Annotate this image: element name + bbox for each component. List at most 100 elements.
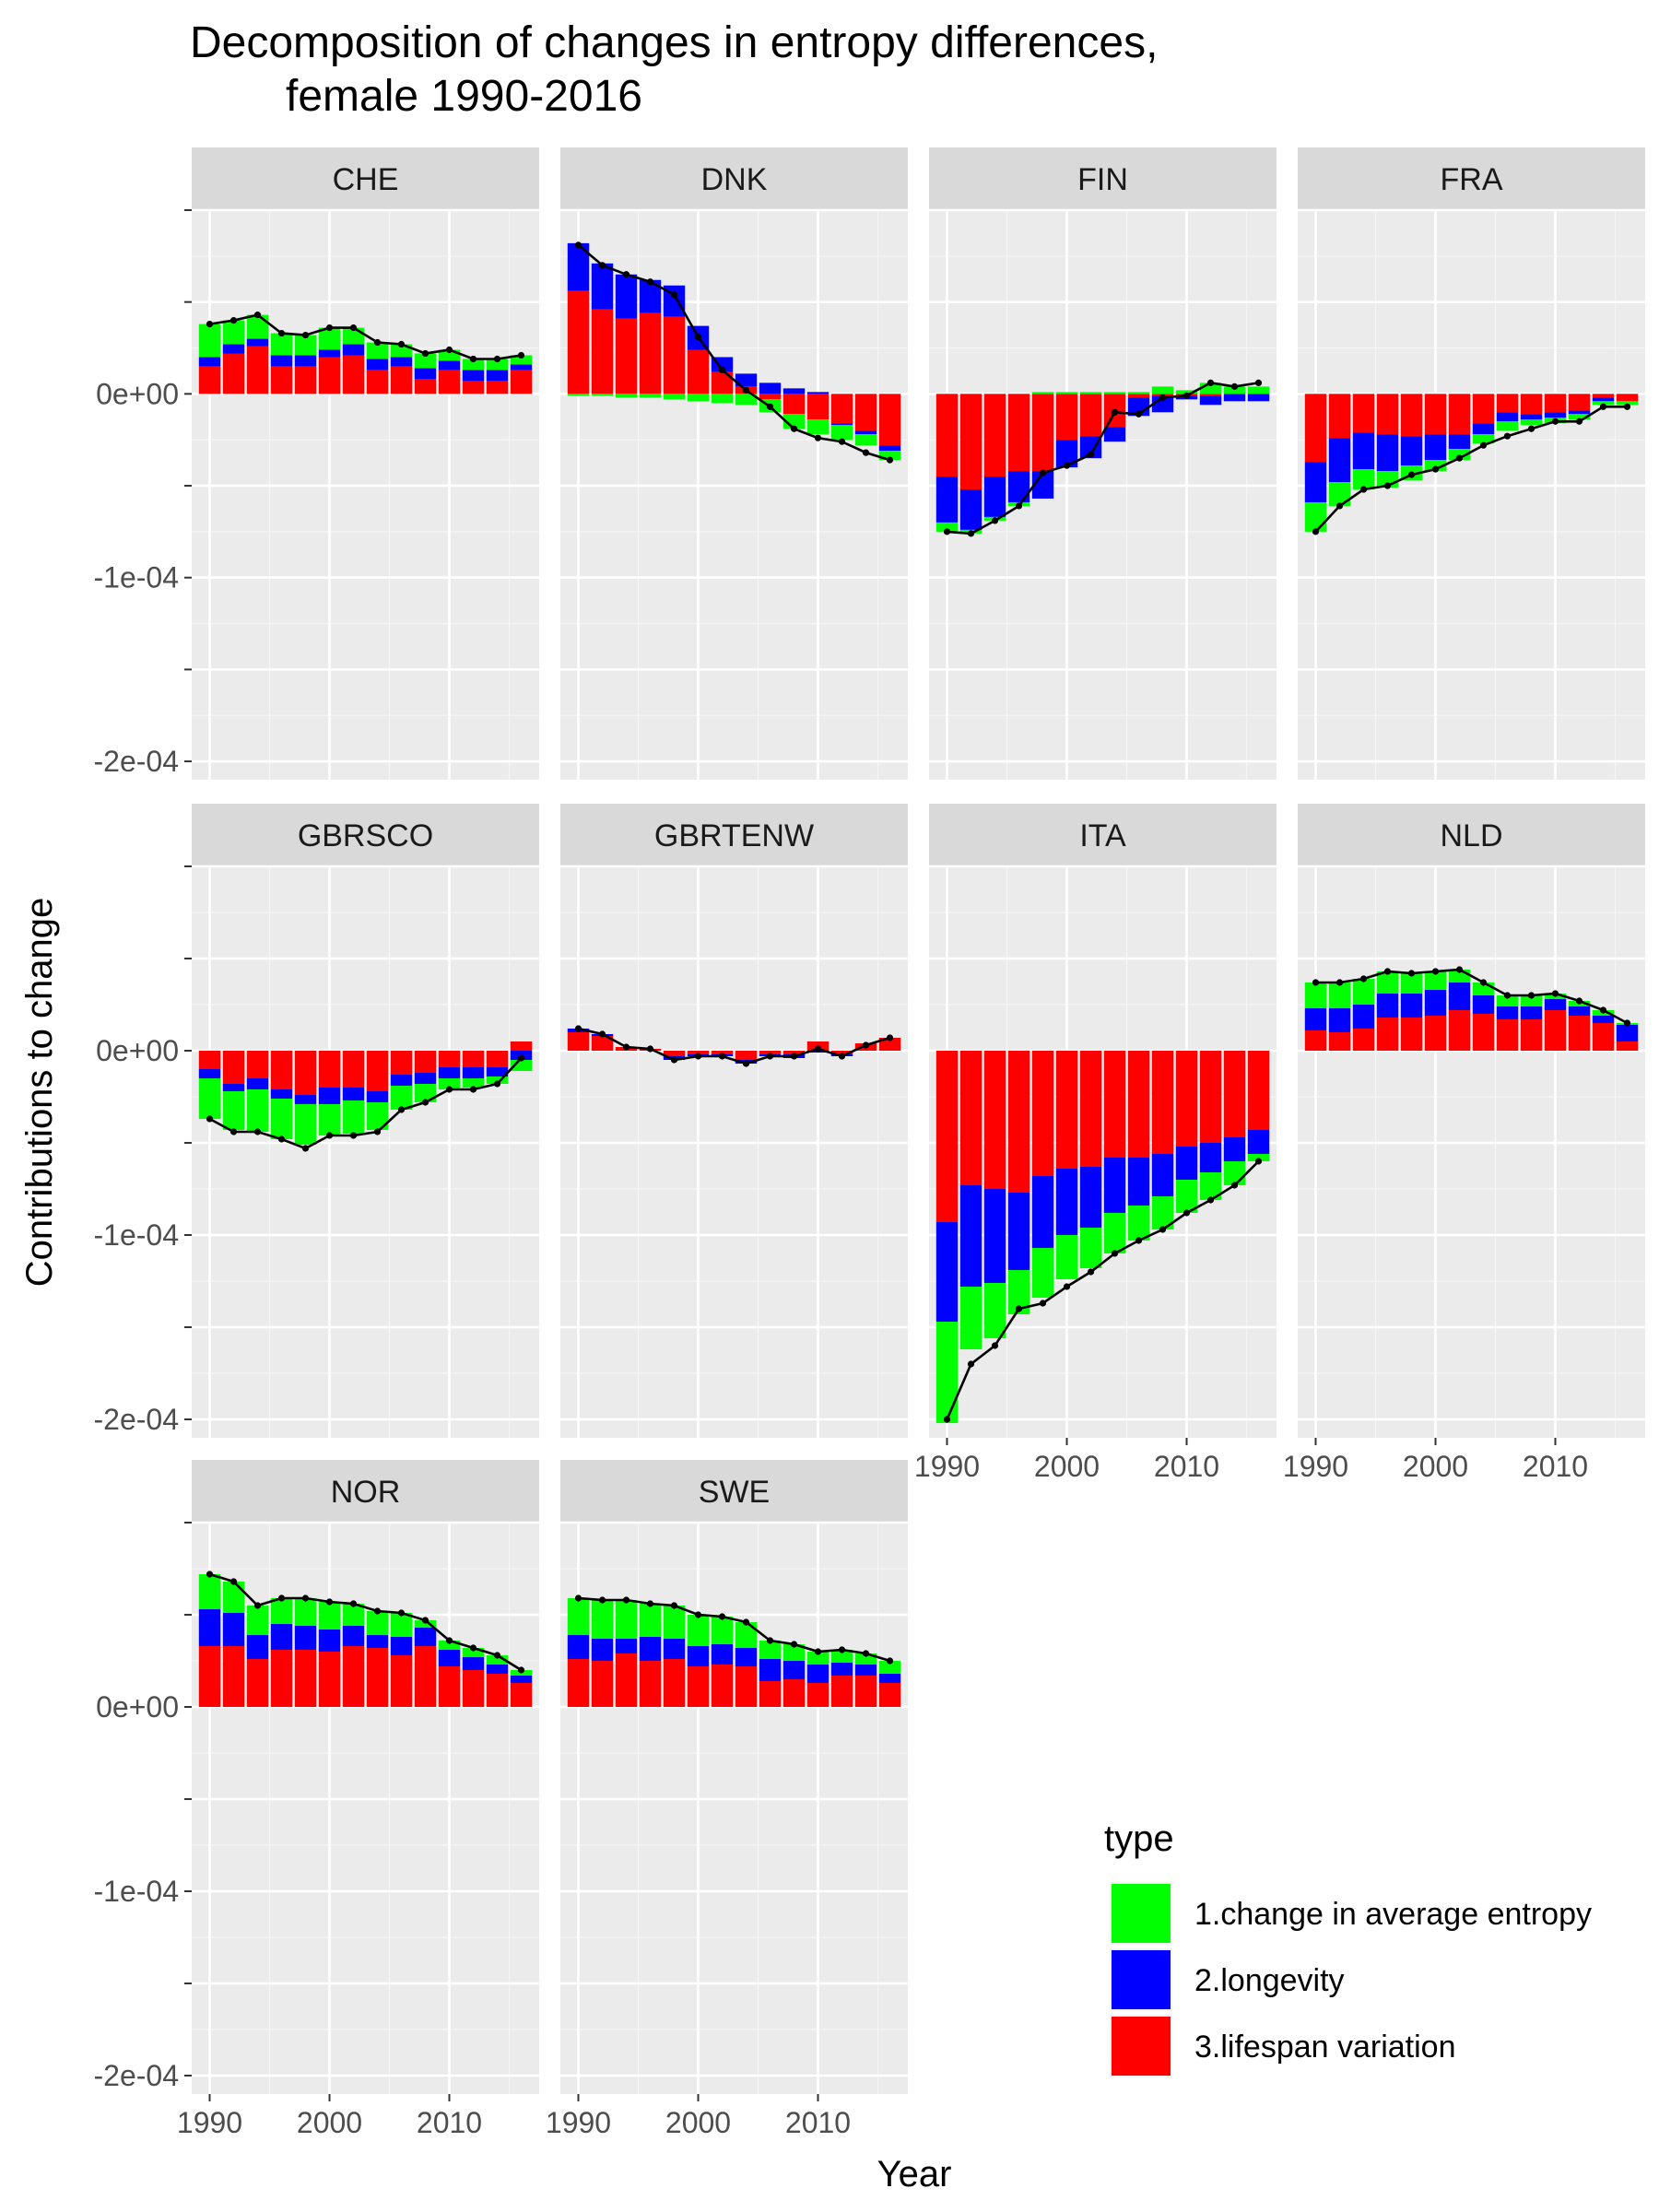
bar-lifespan-variation bbox=[1328, 1032, 1351, 1051]
bar-avg-entropy bbox=[1520, 995, 1543, 1006]
total-point bbox=[493, 1652, 501, 1659]
total-point bbox=[670, 1602, 678, 1609]
bar-longevity bbox=[878, 445, 901, 452]
total-point bbox=[838, 1053, 846, 1060]
total-point bbox=[1230, 382, 1239, 390]
bar-lifespan-variation bbox=[687, 1051, 710, 1054]
total-point bbox=[1206, 379, 1215, 386]
total-line bbox=[946, 1160, 1260, 1420]
bar-avg-entropy bbox=[270, 333, 293, 356]
bar-lifespan-variation bbox=[854, 1676, 877, 1707]
bar-longevity bbox=[735, 373, 758, 387]
total-point bbox=[1254, 1158, 1263, 1165]
bar-avg-entropy bbox=[1352, 979, 1375, 1005]
bar-lifespan-variation bbox=[878, 1683, 901, 1707]
bar-longevity bbox=[639, 1637, 662, 1661]
total-point bbox=[206, 1571, 214, 1578]
x-tick-label: 2010 bbox=[417, 2106, 482, 2139]
bar-avg-entropy bbox=[1424, 971, 1447, 990]
bar-longevity bbox=[486, 370, 509, 382]
bar-avg-entropy bbox=[198, 324, 221, 358]
bar-lifespan-variation bbox=[1127, 1051, 1150, 1158]
bar-avg-entropy bbox=[414, 353, 437, 369]
bar-longevity bbox=[1007, 1193, 1030, 1270]
bar-longevity bbox=[1328, 1008, 1351, 1032]
x-tick-label: 2000 bbox=[297, 2106, 362, 2139]
total-point bbox=[1039, 1300, 1047, 1307]
bar-longevity bbox=[462, 370, 485, 382]
bar-lifespan-variation bbox=[1031, 1051, 1054, 1176]
panel-che: CHE 0e+00 -1e-04 -2e-04 bbox=[94, 147, 539, 780]
legend: type 1.change in average entropy 2.longev… bbox=[1104, 1818, 1592, 2077]
bar-longevity bbox=[366, 1091, 389, 1102]
bar-lifespan-variation bbox=[935, 1051, 959, 1222]
bar-lifespan-variation bbox=[486, 381, 509, 394]
total-point bbox=[421, 1617, 429, 1624]
bar-longevity bbox=[342, 344, 365, 356]
total-point bbox=[1111, 1250, 1119, 1257]
bar-avg-entropy bbox=[830, 1650, 853, 1663]
total-point bbox=[1182, 392, 1191, 399]
bar-avg-entropy bbox=[711, 394, 734, 404]
bar-avg-entropy bbox=[1496, 995, 1519, 1006]
total-point bbox=[598, 1596, 606, 1604]
bar-longevity bbox=[294, 1095, 317, 1104]
bar-longevity bbox=[1472, 423, 1495, 435]
bar-avg-entropy bbox=[639, 1604, 662, 1637]
total-point bbox=[1015, 502, 1023, 510]
total-line bbox=[578, 1596, 890, 1663]
y-tick-label: 0e+00 bbox=[96, 1034, 179, 1067]
bar-avg-entropy bbox=[318, 1104, 341, 1135]
panel-background bbox=[1298, 866, 1645, 1438]
total-point bbox=[349, 1600, 358, 1607]
total-point bbox=[1599, 403, 1607, 410]
bar-avg-entropy bbox=[1328, 982, 1351, 1008]
total-point bbox=[517, 1666, 525, 1674]
bar-longevity bbox=[935, 477, 959, 523]
total-point bbox=[766, 1053, 774, 1060]
y-tick-label: -1e-04 bbox=[94, 1875, 180, 1908]
bar-longevity bbox=[567, 242, 590, 291]
bar-avg-entropy bbox=[591, 394, 614, 396]
bar-avg-entropy bbox=[567, 1598, 590, 1635]
bar-lifespan-variation bbox=[782, 394, 806, 415]
total-point bbox=[1455, 966, 1464, 973]
bar-lifespan-variation bbox=[246, 346, 269, 394]
bar-longevity bbox=[222, 1613, 245, 1646]
total-point bbox=[493, 1080, 501, 1088]
bar-longevity bbox=[1127, 1158, 1150, 1206]
bar-avg-entropy bbox=[438, 1641, 461, 1650]
bar-longevity bbox=[318, 1088, 341, 1104]
total-point bbox=[670, 291, 678, 299]
bar-lifespan-variation bbox=[510, 370, 533, 394]
strip-label: CHE bbox=[333, 162, 399, 197]
bar-longevity bbox=[1544, 412, 1567, 418]
bar-lifespan-variation bbox=[366, 1648, 389, 1707]
chart-title-line-1: Decomposition of changes in entropy diff… bbox=[190, 18, 1158, 67]
bar-longevity bbox=[438, 1650, 461, 1666]
bar-longevity bbox=[639, 279, 662, 313]
bar-longevity bbox=[759, 1659, 782, 1681]
bar-avg-entropy bbox=[1031, 392, 1054, 394]
bar-lifespan-variation bbox=[1448, 394, 1471, 435]
bar-avg-entropy bbox=[222, 320, 245, 345]
bar-avg-entropy bbox=[1247, 1154, 1270, 1161]
bar-longevity bbox=[1199, 1143, 1222, 1172]
bar-longevity bbox=[1031, 1176, 1054, 1248]
bar-lifespan-variation bbox=[1352, 394, 1375, 433]
total-line bbox=[209, 313, 522, 360]
bar-avg-entropy bbox=[1520, 419, 1543, 426]
bar-longevity bbox=[1079, 1167, 1102, 1228]
legend-swatch bbox=[1112, 2017, 1171, 2076]
bar-lifespan-variation bbox=[1472, 394, 1495, 424]
bar-avg-entropy bbox=[1328, 482, 1351, 506]
total-point bbox=[1087, 1268, 1095, 1276]
bar-avg-entropy bbox=[366, 1102, 389, 1130]
total-point bbox=[622, 1596, 630, 1604]
bar-avg-entropy bbox=[983, 1283, 1006, 1338]
bar-lifespan-variation bbox=[1151, 1051, 1174, 1154]
legend-swatch bbox=[1112, 1884, 1171, 1943]
total-point bbox=[1182, 1209, 1191, 1217]
total-point bbox=[1135, 1237, 1143, 1244]
bar-lifespan-variation bbox=[462, 1051, 485, 1067]
